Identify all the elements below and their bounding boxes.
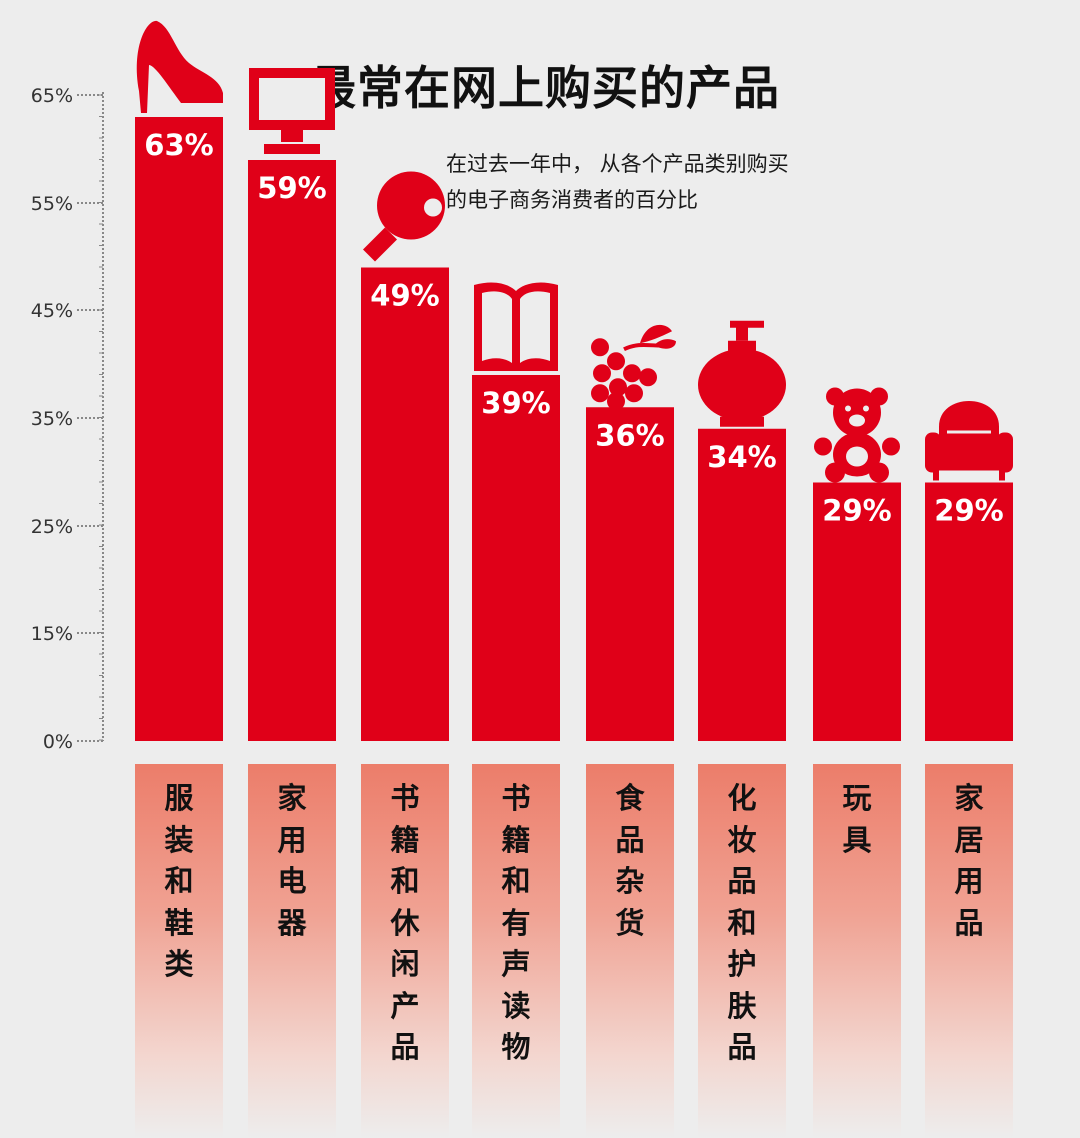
grapes-icon: [591, 324, 676, 411]
category-box: 食品杂货: [586, 764, 674, 1138]
bar: [361, 267, 449, 741]
bar-chart: 0% 15% 25% 35% 45% 55% 65% 63% 59% 49% 39% 36% 34% 29…: [31, 20, 1013, 753]
bar-value-label: 36%: [595, 418, 664, 452]
category-box: 书籍和有声读物: [472, 764, 560, 1138]
bar: [586, 407, 674, 741]
y-tick-label: 0%: [43, 731, 73, 753]
y-tick-label: 45%: [31, 300, 73, 322]
category-box: 家居用品: [925, 764, 1013, 1138]
open-book-icon: [474, 282, 558, 371]
y-tick-label: 65%: [31, 85, 73, 107]
category-label: 家居用品: [954, 781, 984, 940]
armchair-icon: [925, 401, 1013, 481]
category-box: 化妆品和护肤品: [698, 764, 786, 1138]
subtitle-line-1: 在过去一年中， 从各个产品类别购买: [446, 152, 789, 176]
bar-value-label: 39%: [481, 386, 550, 420]
y-tick-label: 25%: [31, 516, 73, 538]
bar-value-label: 29%: [934, 494, 1003, 528]
bar-value-label: 29%: [822, 494, 891, 528]
category-box: 服装和鞋类: [135, 764, 223, 1138]
ping-pong-paddle-icon: [363, 171, 445, 262]
bar-value-label: 63%: [144, 128, 213, 162]
category-label: 玩具: [842, 781, 872, 857]
category-label: 食品杂货: [615, 781, 645, 940]
chart-title: 最常在网上购买的产品: [310, 61, 780, 115]
category-label: 家用电器: [277, 781, 307, 940]
category-label: 书籍和有声读物: [501, 781, 531, 1064]
bar: [698, 428, 786, 741]
category-box: 家用电器: [248, 764, 336, 1138]
category-label: 服装和鞋类: [164, 781, 194, 981]
subtitle-line-2: 的电子商务消费者的百分比: [446, 188, 698, 212]
y-tick-label: 55%: [31, 193, 73, 215]
chart-subtitle: 在过去一年中， 从各个产品类别购买 的电子商务消费者的百分比: [446, 146, 866, 218]
category-box: 玩具: [813, 764, 901, 1138]
y-tick-label: 35%: [31, 408, 73, 430]
teddy-bear-icon: [814, 387, 900, 483]
high-heel-icon: [136, 20, 223, 113]
category-label: 书籍和休闲产品: [390, 781, 420, 1064]
bar: [248, 160, 336, 741]
lotion-bottle-icon: [698, 320, 786, 427]
bar: [135, 117, 223, 741]
bar: [813, 482, 901, 741]
bar-value-label: 34%: [707, 440, 776, 474]
bar-value-label: 49%: [370, 279, 439, 313]
y-tick-label: 15%: [31, 623, 73, 645]
bar-value-label: 59%: [257, 171, 326, 205]
category-box: 书籍和休闲产品: [361, 764, 449, 1138]
category-label: 化妆品和护肤品: [727, 781, 757, 1064]
bar: [472, 375, 560, 741]
bar: [925, 482, 1013, 741]
monitor-icon: [249, 68, 335, 154]
